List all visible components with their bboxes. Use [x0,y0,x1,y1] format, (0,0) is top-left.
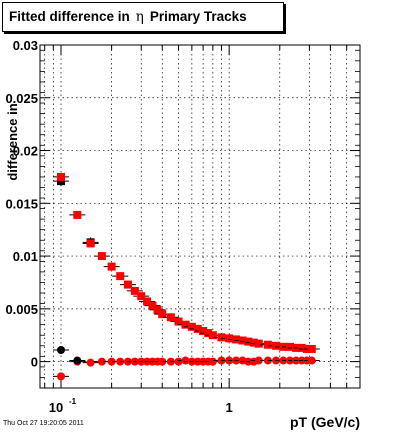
data-point-square [208,331,217,340]
y-axis-title: difference in [5,103,20,180]
data-point-square [181,320,190,329]
data-point-square [107,262,116,271]
data-point-square [158,310,167,319]
data-point-square [199,327,208,336]
plot-frame [39,44,361,389]
data-point-square [130,286,139,295]
data-point-circle [97,357,106,366]
y-tick-label: 0.025 [5,91,38,106]
y-tick-label: 0.01 [13,249,38,264]
data-point-square [73,210,82,219]
data-point-circle [263,356,272,365]
data-point-circle [158,357,167,366]
data-point-circle [254,356,263,365]
data-point-square [86,239,95,248]
data-point-circle [174,357,183,366]
data-point-square [174,317,183,326]
y-tick-label: 0.03 [13,38,38,53]
data-point-square [123,280,132,289]
data-point-square [307,344,316,353]
data-point-square [57,172,66,181]
data-point-square [217,333,226,342]
title-suffix: Primary Tracks [149,9,247,24]
title-eta-symbol: η [135,9,144,25]
data-point-square [148,301,157,310]
data-point-square [116,272,125,281]
chart-title: Fitted difference in η Primary Tracks [2,2,284,32]
timestamp: Thu Oct 27 19:20:05 2011 [3,420,84,427]
data-point-circle [57,346,66,355]
data-point-square [225,334,234,343]
data-point-circle [57,372,66,381]
data-point-square [254,339,263,348]
data-point-square [204,329,213,338]
data-point-square [263,340,272,349]
data-point-square [153,305,162,314]
y-tick-label: 0.005 [5,302,38,317]
data-point-square [272,341,281,350]
data-point-square [166,313,175,322]
data-point-square [143,297,152,306]
data-point-square [238,336,247,345]
y-tick-label: 0 [31,355,38,370]
title-prefix: Fitted difference in [9,9,130,24]
data-point-square [97,252,106,261]
x-axis-title: pT (GeV/c) [290,414,360,430]
data-point-circle [73,356,82,365]
data-point-circle [307,356,316,365]
data-point-square [187,322,196,331]
data-point-circle [86,358,95,367]
data-point-square [244,337,253,346]
x-tick-label-exponent: -1 [69,397,77,406]
data-point-square [285,342,294,351]
data-point-square [137,292,146,301]
data-point-square [193,324,202,333]
plot-area [40,45,360,388]
data-point-square [297,343,306,352]
data-point-circle [181,356,190,365]
data-point-square [232,335,241,344]
data-point-circle [208,357,217,366]
y-tick-label: 0.02 [13,144,38,159]
data-point-circle [107,357,116,366]
x-tick-label: 10 [49,400,63,415]
y-tick-label: 0.015 [5,196,38,211]
data-point-square [249,338,258,347]
data-point-square [57,177,66,186]
x-tick-label: 1 [226,400,233,415]
